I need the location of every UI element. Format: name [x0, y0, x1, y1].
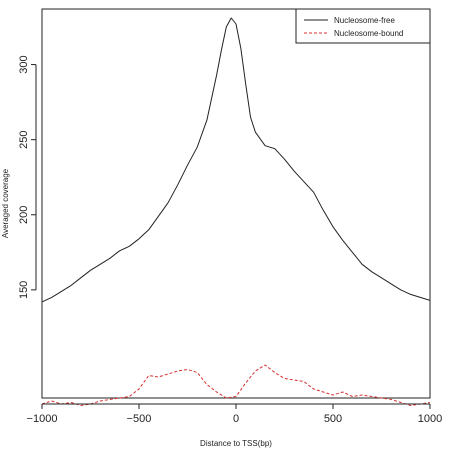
- y-axis: 150 200 250 300: [18, 55, 37, 299]
- y-tick-label: 200: [18, 206, 30, 224]
- y-axis-title: Averaged coverage: [1, 168, 10, 238]
- x-axis: −1000 −500 0 500 1000: [27, 403, 442, 425]
- x-tick-label: 1000: [418, 413, 442, 425]
- legend-label-nucleosome-free: Nucleosome-free: [334, 16, 395, 25]
- x-tick-label: −1000: [27, 413, 58, 425]
- y-tick-label: 250: [18, 130, 30, 148]
- x-tick-label: −500: [127, 413, 152, 425]
- legend-box: [295, 8, 431, 44]
- legend: Nucleosome-free Nucleosome-bound: [295, 8, 431, 44]
- plot-frame: [41, 8, 431, 399]
- x-tick-label: 0: [233, 413, 239, 425]
- x-tick-label: 500: [324, 413, 342, 425]
- series-line-nucleosome-free: [41, 17, 431, 303]
- plot-area: [41, 8, 431, 399]
- y-tick-label: 300: [18, 55, 30, 73]
- series-line-nucleosome-bound: [41, 364, 431, 406]
- x-axis-title: Distance to TSS(bp): [200, 439, 272, 448]
- legend-label-nucleosome-bound: Nucleosome-bound: [334, 29, 403, 38]
- y-tick-label: 150: [18, 281, 30, 299]
- series-lines: [41, 17, 431, 406]
